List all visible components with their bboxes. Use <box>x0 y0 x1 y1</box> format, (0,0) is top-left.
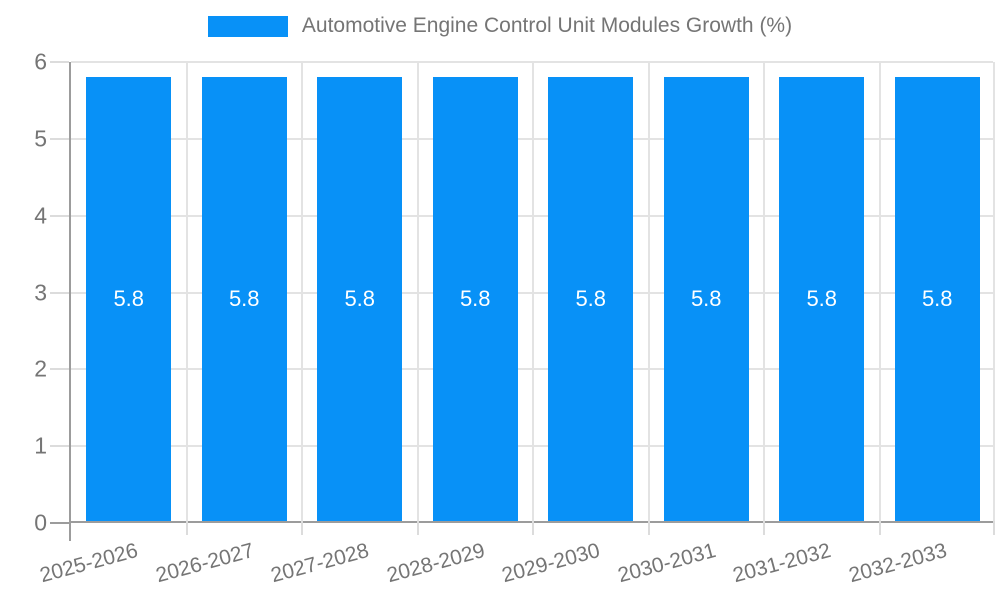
y-tick <box>50 61 69 63</box>
y-tick <box>50 522 69 524</box>
bar-value-label: 5.8 <box>921 286 953 312</box>
y-axis-label: 5 <box>34 125 47 152</box>
x-axis-label: 2031-2032 <box>730 539 834 588</box>
bar-value-label: 5.8 <box>806 286 838 312</box>
bar[interactable]: 5.8 <box>894 77 980 521</box>
x-axis-label: 2032-2033 <box>846 539 950 588</box>
legend-label: Automotive Engine Control Unit Modules G… <box>301 14 793 37</box>
x-tick <box>647 521 650 535</box>
x-axis-label: 2029-2030 <box>499 539 603 588</box>
y-axis-label: 3 <box>34 279 47 305</box>
y-tick <box>50 291 69 294</box>
y-tick <box>50 214 69 217</box>
bar[interactable]: 5.8 <box>548 77 634 521</box>
x-tick <box>69 521 71 541</box>
gridline-vertical <box>993 62 995 521</box>
x-axis-label: 2028-2029 <box>384 539 488 588</box>
y-tick <box>50 137 69 140</box>
y-tick <box>50 368 69 371</box>
bar-value-label: 5.8 <box>113 286 145 312</box>
x-tick <box>993 521 995 535</box>
gridline-vertical <box>532 62 534 521</box>
bar-value-label: 5.8 <box>344 286 376 312</box>
y-axis-label: 1 <box>34 432 47 459</box>
bar-value-label: 5.8 <box>690 286 722 312</box>
y-axis-label: 4 <box>34 202 47 229</box>
bar-value-label: 5.8 <box>575 286 607 312</box>
gridline-vertical <box>301 62 303 521</box>
chart-legend[interactable]: Automotive Engine Control Unit Modules G… <box>0 14 1000 38</box>
gridline-vertical <box>878 62 881 521</box>
gridline-vertical <box>185 62 188 521</box>
gridline-vertical <box>763 62 765 521</box>
x-tick <box>301 521 303 535</box>
legend-swatch[interactable] <box>207 15 288 37</box>
bar[interactable]: 5.8 <box>86 77 172 521</box>
x-tick <box>416 521 419 535</box>
bar[interactable]: 5.8 <box>432 77 518 521</box>
y-axis-label: 6 <box>34 48 47 75</box>
x-tick <box>763 521 765 535</box>
gridline-vertical <box>647 62 650 521</box>
x-axis-label: 2027-2028 <box>268 539 372 588</box>
x-axis-labels: 2025-2026 2026-2027 2027-2028 2028-2029 2029… <box>38 525 993 595</box>
bar[interactable]: 5.8 <box>317 77 403 521</box>
x-tick <box>185 521 188 535</box>
x-axis-label: 2025-2026 <box>37 539 141 588</box>
x-tick <box>878 521 881 535</box>
bar-value-label: 5.8 <box>459 286 491 312</box>
bar[interactable]: 5.8 <box>779 77 865 521</box>
y-tick <box>50 445 69 448</box>
gridline-vertical <box>416 62 419 521</box>
x-axis-label: 2030-2031 <box>615 539 719 588</box>
plot-area: 0 1 2 3 4 5 6 5.8 5.8 5.8 5.8 5.8 5.8 5.8 5.8 <box>34 50 995 541</box>
x-axis-label: 2026-2027 <box>153 539 257 588</box>
bar[interactable]: 5.8 <box>201 77 287 521</box>
bar[interactable]: 5.8 <box>663 77 749 521</box>
bar-value-label: 5.8 <box>228 286 260 312</box>
y-axis-label: 2 <box>34 355 47 382</box>
y-axis-label: 0 <box>34 509 47 536</box>
x-tick <box>532 521 534 535</box>
